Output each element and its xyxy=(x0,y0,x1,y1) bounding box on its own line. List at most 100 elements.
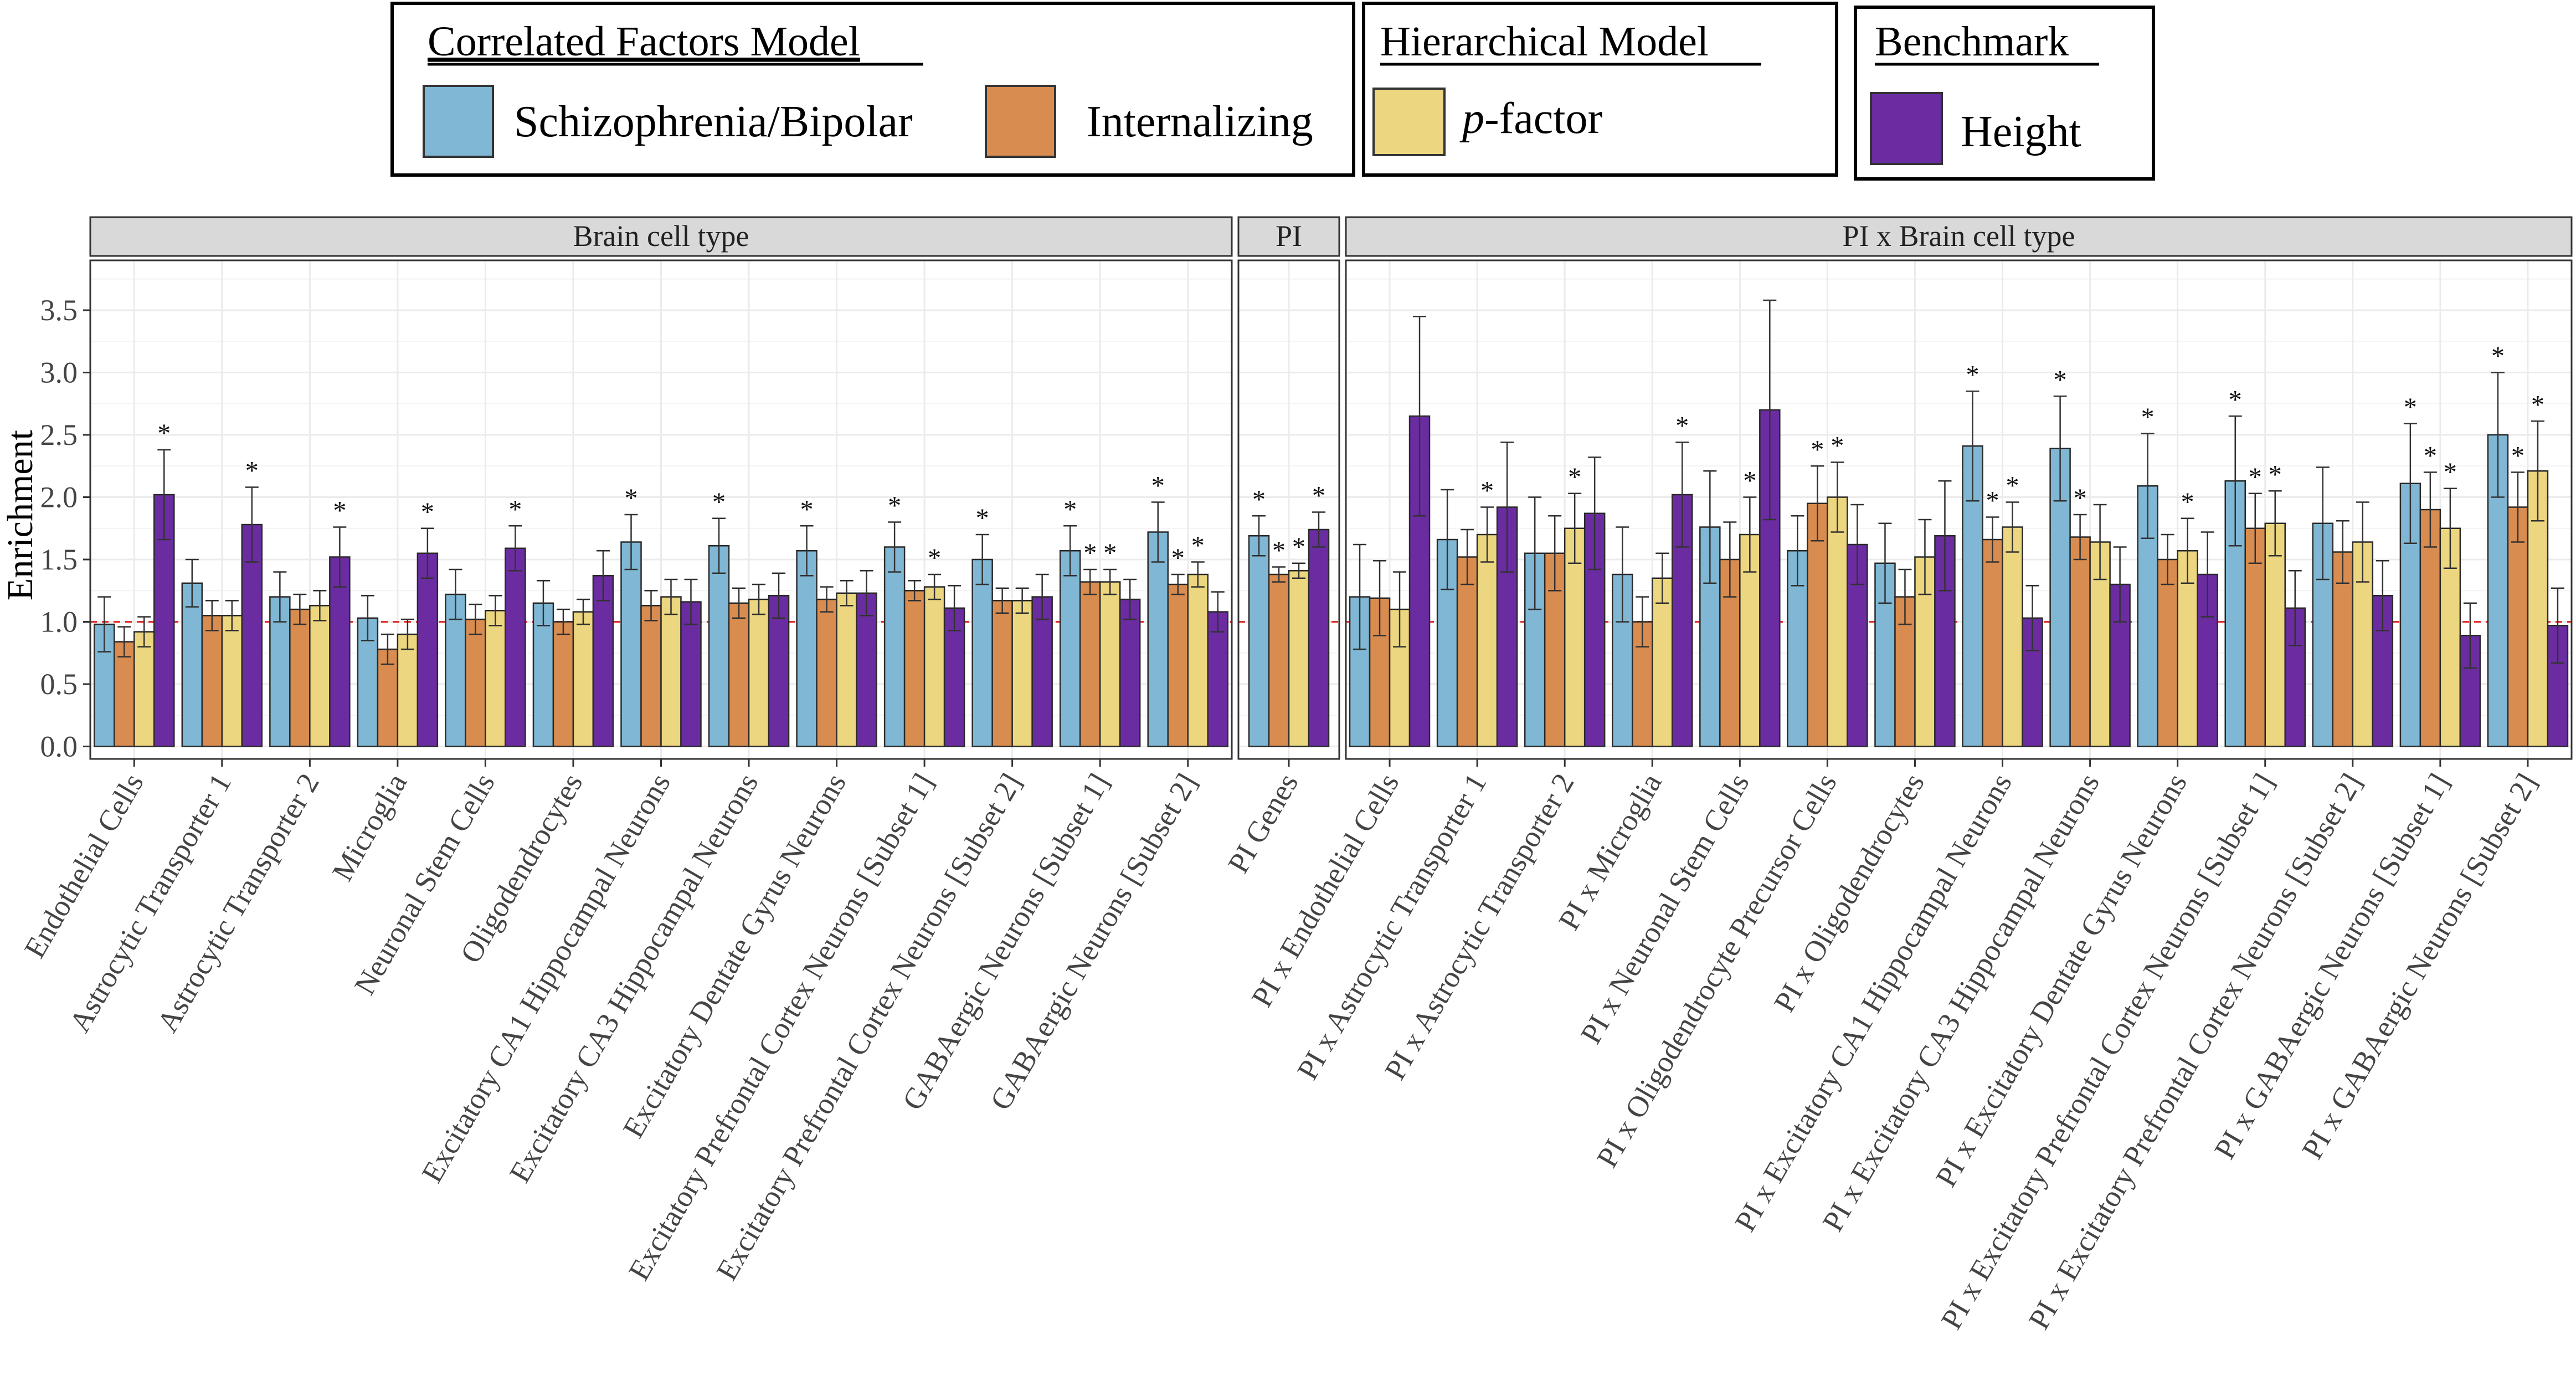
x-tick-label: PI x Excitatory Prefrontal Cortex Neuron… xyxy=(1935,768,2281,1335)
legend-label-height: Height xyxy=(1961,107,2081,156)
panel: *Endothelial Cells*Astrocytic Transporte… xyxy=(18,216,1233,1286)
significance-marker: * xyxy=(333,496,346,526)
bar-internalizing xyxy=(552,621,574,747)
panel-strip xyxy=(1345,216,2573,257)
significance-marker: * xyxy=(2269,460,2282,489)
y-tick-label: 1.0 xyxy=(40,605,78,639)
bar-p-factor xyxy=(1099,581,1121,747)
significance-marker: * xyxy=(1151,471,1165,501)
significance-marker: * xyxy=(1743,466,1756,496)
y-tick-label: 0.5 xyxy=(40,668,78,701)
significance-marker: * xyxy=(2006,471,2019,501)
significance-marker: * xyxy=(508,495,522,524)
significance-marker: * xyxy=(157,419,171,448)
bar-internalizing xyxy=(640,605,662,747)
panel-title: Brain cell type xyxy=(573,219,749,253)
bar-p-factor xyxy=(572,611,594,747)
bar-schizophrenia-bipolar xyxy=(883,546,906,747)
y-tick-label: 0.0 xyxy=(40,730,78,763)
significance-marker: * xyxy=(2074,484,2087,513)
significance-marker: * xyxy=(1966,360,1979,389)
bar-internalizing xyxy=(728,602,750,747)
legend-key-height xyxy=(1870,92,1943,165)
bar-p-factor xyxy=(923,586,945,747)
significance-marker: * xyxy=(1063,495,1077,524)
bar-internalizing xyxy=(114,641,135,747)
bar-internalizing xyxy=(1167,583,1189,747)
panel-border xyxy=(1345,259,2573,760)
bar-internalizing xyxy=(1982,538,2003,747)
bar-schizophrenia-bipolar xyxy=(1248,535,1270,747)
significance-marker: * xyxy=(2511,442,2524,471)
significance-marker: * xyxy=(800,495,814,524)
significance-marker: * xyxy=(1272,536,1286,566)
bar-p-factor xyxy=(2264,522,2286,747)
bar-internalizing xyxy=(903,590,925,747)
significance-marker: * xyxy=(2424,442,2437,471)
significance-marker: * xyxy=(2054,365,2067,394)
bar-internalizing xyxy=(2157,558,2178,747)
bar-p-factor xyxy=(748,598,770,747)
significance-marker: * xyxy=(1675,412,1689,441)
bar-height xyxy=(1934,535,1956,747)
bar-p-factor xyxy=(397,633,419,747)
legend: Correlated Factors Model Schizophrenia/B… xyxy=(390,2,2155,181)
legend-key-internalizing xyxy=(985,85,1056,158)
y-tick-label: 3.5 xyxy=(40,294,78,327)
bar-p-factor xyxy=(309,605,331,747)
significance-marker: * xyxy=(928,543,941,573)
y-axis: 0.0 0.5 1.0 1.5 2.0 2.5 3.0 3.5 xyxy=(40,294,90,763)
panel-title: PI xyxy=(1276,219,1302,253)
bar-schizophrenia-bipolar xyxy=(796,550,817,747)
significance-marker: * xyxy=(245,456,259,486)
chart-panels: *Endothelial Cells*Astrocytic Transporte… xyxy=(18,216,2573,1335)
bar-height xyxy=(1308,528,1330,747)
bar-internalizing xyxy=(1268,573,1290,747)
bar-height xyxy=(856,592,877,747)
bar-schizophrenia-bipolar xyxy=(620,541,642,747)
legend-label-p-factor-suffix: -factor xyxy=(1484,94,1602,143)
bar-schizophrenia-bipolar xyxy=(1147,531,1169,747)
x-tick-label: PI x Oligodendrocytes xyxy=(1767,768,1931,1018)
significance-marker: * xyxy=(1191,531,1205,561)
panel-strip xyxy=(1237,216,1340,257)
bar-schizophrenia-bipolar xyxy=(708,545,730,747)
bar-p-factor xyxy=(1564,527,1586,747)
panel-border xyxy=(1237,259,1340,760)
bar-p-factor xyxy=(1187,573,1209,747)
significance-marker: * xyxy=(712,487,726,517)
y-tick-label: 2.0 xyxy=(40,481,78,514)
bar-height xyxy=(417,552,439,747)
x-tick-label: PI Genes xyxy=(1221,768,1304,879)
significance-marker: * xyxy=(2491,342,2505,371)
bar-schizophrenia-bipolar xyxy=(532,602,554,747)
significance-marker: * xyxy=(1083,538,1097,568)
bar-p-factor xyxy=(1011,600,1033,747)
bar-p-factor xyxy=(1827,496,1848,747)
significance-marker: * xyxy=(2141,403,2155,432)
bar-internalizing xyxy=(2069,536,2091,747)
significance-marker: * xyxy=(2229,385,2242,414)
bar-internalizing xyxy=(2419,509,2441,747)
panel-strip xyxy=(89,216,1233,257)
x-tick-label: Microglia xyxy=(326,768,413,886)
significance-marker: * xyxy=(1831,432,1844,461)
bar-p-factor xyxy=(485,610,506,747)
significance-marker: * xyxy=(2444,458,2457,487)
significance-marker: * xyxy=(1292,532,1305,562)
bar-internalizing xyxy=(465,618,486,747)
significance-marker: * xyxy=(1480,476,1494,506)
bar-internalizing xyxy=(201,615,223,747)
x-tick-label: Astrocytic Transporter 1 xyxy=(63,768,238,1038)
bar-internalizing xyxy=(1456,556,1478,747)
legend-title-benchmark: Benchmark xyxy=(1875,18,2069,65)
significance-marker: * xyxy=(2181,487,2194,517)
legend-label-p-factor-italic: p xyxy=(1459,94,1484,143)
significance-marker: * xyxy=(976,504,989,533)
legend-label-p-factor: p-factor xyxy=(1459,94,1602,143)
bar-p-factor xyxy=(1288,570,1310,747)
bar-p-factor xyxy=(221,615,243,747)
significance-marker: * xyxy=(1811,435,1824,464)
